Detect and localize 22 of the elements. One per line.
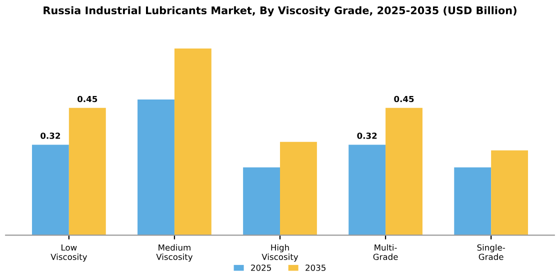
legend-label: 2025 xyxy=(251,264,271,271)
x-tick-label: Multi- Grade xyxy=(373,244,398,260)
data-label: 0.32 xyxy=(357,132,377,139)
bar xyxy=(68,108,106,236)
bar xyxy=(491,150,528,236)
legend-label: 2035 xyxy=(306,264,326,271)
bar xyxy=(280,142,317,236)
bar xyxy=(174,48,212,236)
x-tick-label: Low Viscosity xyxy=(50,244,88,262)
bar xyxy=(243,167,280,236)
x-tick-label: Medium Viscosity xyxy=(156,244,193,262)
bar xyxy=(138,99,174,236)
data-label: 0.45 xyxy=(394,96,414,102)
x-tick-label: Single- Grade xyxy=(477,244,505,260)
bar xyxy=(454,167,492,236)
bar xyxy=(386,108,422,236)
data-label: 0.45 xyxy=(78,96,98,102)
bar xyxy=(348,144,386,236)
bar xyxy=(32,144,69,236)
chart-title: Russia Industrial Lubricants Market, By Viscosity Grade, 2025-2035 (USD Billion) xyxy=(44,6,516,16)
x-tick-label: High Viscosity xyxy=(262,244,298,262)
data-label: 0.32 xyxy=(40,132,60,139)
